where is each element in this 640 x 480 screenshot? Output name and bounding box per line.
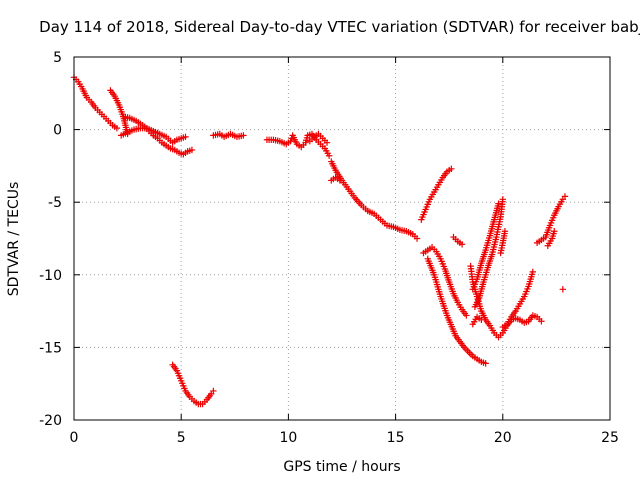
data-point-marker bbox=[113, 124, 121, 132]
data-point-marker bbox=[478, 316, 485, 324]
x-tick-label: 5 bbox=[177, 430, 186, 446]
series-arc-10 bbox=[328, 174, 344, 184]
data-point-marker bbox=[240, 132, 247, 139]
data-point-marker bbox=[559, 286, 567, 293]
series-arc-14 bbox=[450, 233, 466, 248]
x-tick-label: 0 bbox=[70, 430, 79, 446]
data-point-marker bbox=[561, 193, 569, 200]
x-axis-label: GPS time / hours bbox=[283, 459, 400, 475]
data-point-marker bbox=[529, 268, 537, 276]
series-arc-13 bbox=[424, 255, 489, 367]
series-arc-18 bbox=[469, 313, 485, 328]
data-point-marker bbox=[188, 146, 196, 154]
x-tick-label: 15 bbox=[387, 430, 405, 446]
y-tick-label: -20 bbox=[39, 413, 62, 429]
data-point-marker bbox=[482, 360, 489, 367]
x-tick-label: 25 bbox=[601, 430, 619, 446]
series-arc-19 bbox=[497, 228, 509, 257]
series-arc-23 bbox=[559, 286, 567, 293]
data-point-marker bbox=[463, 312, 470, 319]
data-point-marker bbox=[538, 318, 545, 325]
data-point-marker bbox=[495, 200, 502, 207]
series-arc-4 bbox=[117, 124, 189, 146]
series-arc-16 bbox=[469, 200, 502, 293]
x-tick-label: 20 bbox=[494, 430, 512, 446]
series-arc-21 bbox=[533, 193, 569, 247]
series-arc-20 bbox=[499, 268, 537, 331]
data-point-marker bbox=[287, 138, 294, 145]
y-tick-label: 5 bbox=[53, 50, 62, 66]
y-tick-label: -15 bbox=[39, 340, 62, 356]
series-arc-5 bbox=[169, 361, 217, 408]
plot-frame bbox=[73, 56, 611, 421]
data-point-marker bbox=[448, 165, 455, 173]
grid-lines bbox=[74, 57, 610, 420]
y-tick-label: -5 bbox=[48, 195, 62, 211]
x-tick-label: 10 bbox=[279, 430, 297, 446]
series-arc-12 bbox=[420, 244, 470, 319]
data-point-marker bbox=[499, 196, 506, 203]
series-arc-11 bbox=[418, 165, 455, 223]
data-point-marker bbox=[336, 177, 344, 184]
y-tick-label: -10 bbox=[39, 268, 62, 284]
series-arc-6 bbox=[210, 130, 247, 141]
data-markers bbox=[70, 74, 569, 408]
data-point-marker bbox=[551, 228, 558, 235]
series-arc-1 bbox=[70, 74, 121, 132]
axis-ticks: 0 5 10 15 20 25 5 0 -5 -10 -15 -20 bbox=[39, 50, 619, 446]
data-point-marker bbox=[458, 241, 466, 248]
y-tick-label: 0 bbox=[53, 123, 62, 139]
data-point-marker bbox=[323, 139, 331, 146]
chart-title: Day 114 of 2018, Sidereal Day-to-day VTE… bbox=[39, 18, 640, 36]
data-point-marker bbox=[210, 387, 217, 395]
series-arc-7 bbox=[263, 130, 333, 159]
y-axis-label: SDTVAR / TECUs bbox=[6, 182, 22, 297]
series-arc-22 bbox=[544, 228, 558, 249]
data-point-marker bbox=[413, 235, 421, 242]
series-arc-8 bbox=[306, 130, 331, 146]
data-point-marker bbox=[182, 133, 189, 141]
series-arc-9 bbox=[328, 158, 421, 242]
series-arc-17 bbox=[471, 196, 506, 310]
data-point-marker bbox=[325, 152, 333, 159]
data-point-marker bbox=[497, 249, 504, 257]
